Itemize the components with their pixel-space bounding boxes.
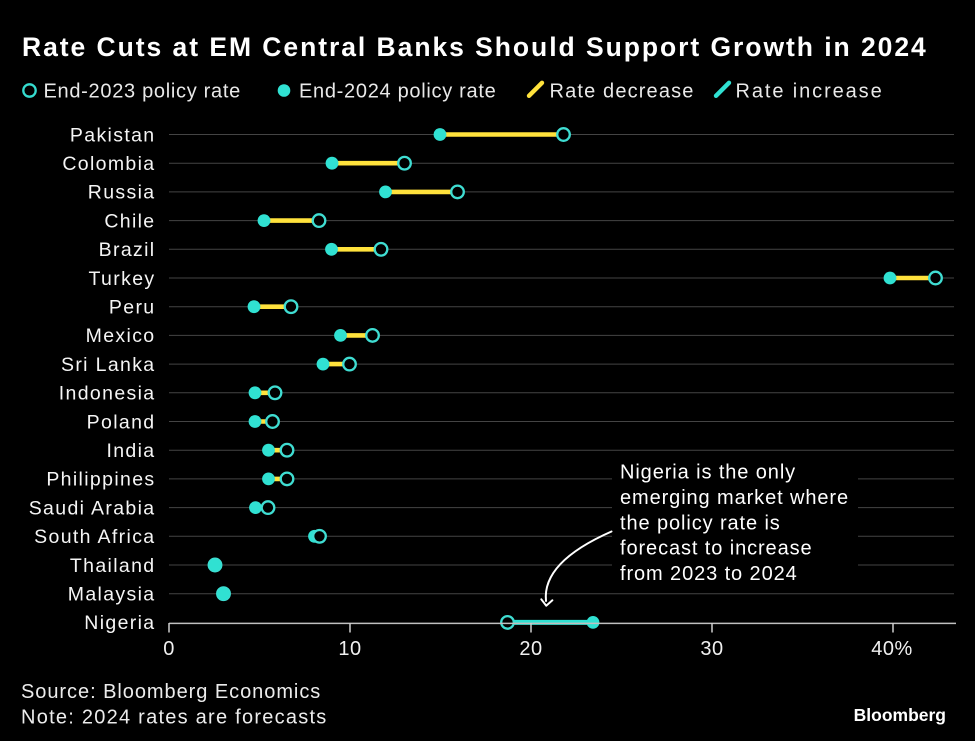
svg-text:India: India: [106, 440, 155, 462]
svg-text:Nigeria is the only: Nigeria is the only: [620, 462, 796, 484]
svg-text:Brazil: Brazil: [99, 239, 156, 261]
svg-text:Chile: Chile: [104, 210, 155, 232]
svg-text:Turkey: Turkey: [89, 268, 156, 290]
svg-text:20: 20: [519, 638, 542, 660]
svg-text:emerging market where: emerging market where: [620, 487, 849, 509]
svg-text:Nigeria: Nigeria: [84, 612, 155, 634]
svg-text:Peru: Peru: [109, 297, 156, 319]
svg-text:Poland: Poland: [87, 411, 156, 433]
svg-text:Pakistan: Pakistan: [70, 124, 156, 146]
svg-text:40%: 40%: [871, 638, 913, 660]
svg-text:Sri Lanka: Sri Lanka: [61, 354, 156, 376]
svg-text:End-2023 policy rate: End-2023 policy rate: [44, 80, 241, 102]
svg-text:Rate increase: Rate increase: [736, 80, 884, 102]
svg-text:Source: Bloomberg Economics: Source: Bloomberg Economics: [21, 681, 321, 703]
svg-text:South Africa: South Africa: [34, 526, 155, 548]
svg-text:Thailand: Thailand: [70, 555, 156, 577]
svg-text:End-2024 policy rate: End-2024 policy rate: [299, 80, 496, 102]
svg-text:10: 10: [338, 638, 361, 660]
svg-text:Colombia: Colombia: [62, 153, 155, 175]
svg-text:forecast to increase: forecast to increase: [620, 538, 813, 560]
svg-text:Philippines: Philippines: [46, 469, 155, 491]
svg-text:Indonesia: Indonesia: [59, 383, 156, 405]
svg-text:Mexico: Mexico: [86, 325, 156, 347]
svg-text:Bloomberg: Bloomberg: [854, 705, 946, 725]
svg-text:30: 30: [700, 638, 723, 660]
svg-text:Russia: Russia: [88, 182, 156, 204]
svg-text:Malaysia: Malaysia: [68, 584, 156, 606]
svg-text:from 2023 to 2024: from 2023 to 2024: [620, 563, 798, 585]
svg-text:the policy rate is: the policy rate is: [620, 512, 781, 534]
svg-text:0: 0: [163, 638, 175, 660]
svg-text:Note: 2024 rates are forecasts: Note: 2024 rates are forecasts: [21, 706, 328, 728]
svg-text:Saudi Arabia: Saudi Arabia: [29, 497, 156, 519]
svg-text:Rate Cuts at EM Central Banks: Rate Cuts at EM Central Banks Should Sup…: [22, 32, 928, 62]
svg-text:Rate decrease: Rate decrease: [550, 80, 695, 102]
